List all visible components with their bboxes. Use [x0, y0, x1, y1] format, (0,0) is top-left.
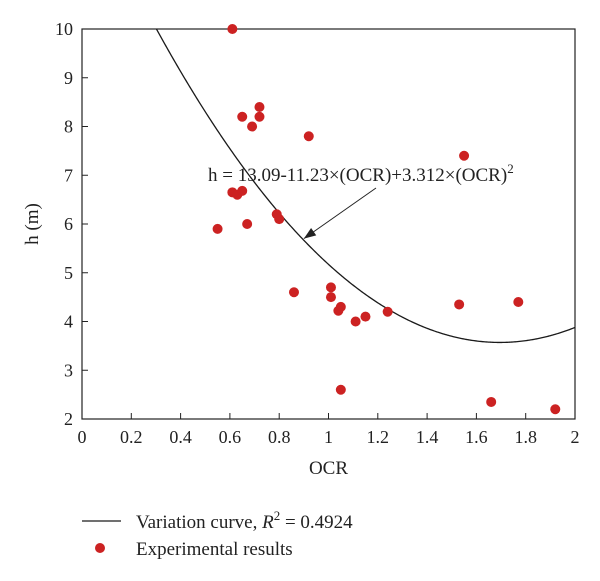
- data-point: [335, 384, 346, 395]
- legend: Variation curve, R2 = 0.4924 Experimenta…: [82, 508, 353, 560]
- annotation-arrow: [303, 187, 377, 240]
- variation-curve: [155, 29, 575, 344]
- data-point: [254, 111, 265, 122]
- y-axis: 2 3 4 5 6 7 8 9 10: [55, 19, 88, 429]
- data-point: [242, 219, 253, 229]
- data-point: [459, 150, 470, 161]
- data-point: [237, 185, 248, 196]
- x-tick-label: 0.2: [120, 427, 143, 447]
- data-point: [382, 306, 393, 317]
- y-tick-label: 3: [64, 360, 73, 380]
- data-point: [274, 214, 285, 225]
- x-tick-label: 0.4: [169, 427, 192, 447]
- legend-points-swatch: [95, 543, 105, 553]
- data-point: [350, 316, 361, 327]
- data-point: [325, 282, 336, 293]
- data-point: [486, 396, 497, 407]
- data-point: [288, 287, 299, 298]
- plot-frame: [81, 28, 576, 420]
- equation-annotation: h = 13.09-11.23×(OCR)+3.312×(OCR)2: [208, 161, 514, 186]
- data-point: [325, 292, 336, 303]
- annotation-arrowhead: [303, 228, 317, 239]
- data-point: [513, 297, 524, 307]
- y-tick-label: 10: [55, 19, 73, 39]
- x-tick-label: 1.6: [465, 427, 488, 447]
- y-tick-label: 4: [64, 312, 73, 332]
- x-tick-label: 1.4: [416, 427, 439, 447]
- data-point: [254, 102, 265, 112]
- data-point: [333, 305, 344, 316]
- data-point: [303, 131, 314, 142]
- equation-superscript: 2: [507, 161, 514, 176]
- x-tick-label: 1.2: [367, 427, 390, 447]
- data-point: [360, 311, 371, 322]
- legend-points-label: Experimental results: [136, 539, 293, 560]
- y-tick-label: 9: [64, 68, 73, 88]
- x-tick-label: 1.8: [514, 427, 537, 447]
- experimental-points: [212, 24, 561, 415]
- y-tick-label: 5: [64, 263, 73, 283]
- y-axis-title: h (m): [22, 203, 43, 245]
- y-tick-label: 7: [64, 165, 73, 185]
- data-point: [212, 223, 223, 234]
- x-tick-label: 0.6: [219, 427, 242, 447]
- x-axis-title: OCR: [309, 458, 348, 479]
- equation-text: h = 13.09-11.23×(OCR)+3.312×(OCR): [208, 165, 507, 186]
- x-tick-label: 0: [78, 427, 87, 447]
- data-point: [454, 299, 465, 310]
- x-tick-label: 1: [324, 427, 333, 447]
- y-tick-label: 2: [64, 409, 73, 429]
- data-point: [227, 24, 238, 34]
- data-point: [247, 121, 258, 132]
- legend-curve-label: Variation curve, R2 = 0.4924: [136, 508, 353, 533]
- x-axis: 0 0.2 0.4 0.6 0.8 1 1.2 1.4 1.6 1.8 2: [78, 413, 580, 447]
- data-point: [237, 111, 248, 122]
- x-tick-label: 0.8: [268, 427, 291, 447]
- y-tick-label: 6: [64, 214, 73, 234]
- y-tick-label: 8: [64, 117, 73, 137]
- x-tick-label: 2: [571, 427, 580, 447]
- data-point: [550, 404, 561, 415]
